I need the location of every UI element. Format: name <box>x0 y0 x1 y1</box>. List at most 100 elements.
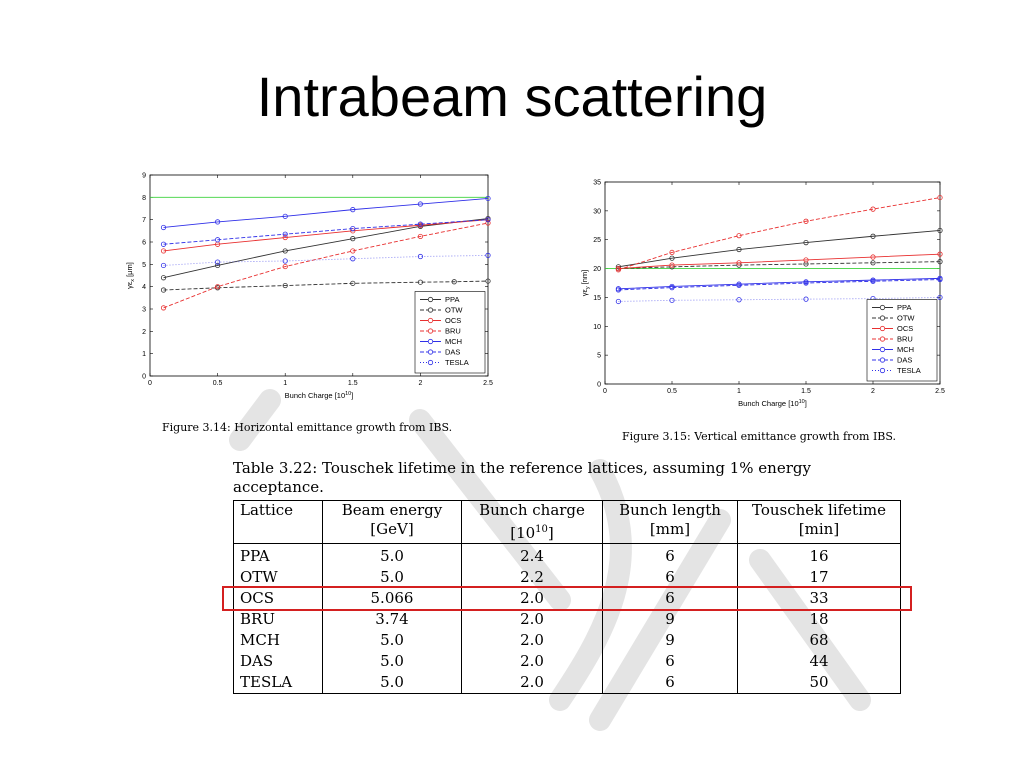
chart0-ytick-label: 1 <box>142 351 146 358</box>
chart0-y-axis-label-unit: [μm] <box>125 262 134 279</box>
chart0-data-point <box>485 195 491 202</box>
header-bunch-charge-exponent: 10 <box>535 524 548 535</box>
table-cell: DAS <box>240 652 274 670</box>
chart1-data-point <box>870 206 876 212</box>
header-bunch-length: Bunch length [mm] <box>602 500 738 544</box>
chart0-series-line-otw <box>163 280 489 291</box>
chart1-series-line-mch <box>618 277 941 290</box>
table-row: MCH 5.0 2.0 9 68 <box>234 630 901 651</box>
chart0-series-line-mch <box>163 198 489 228</box>
table-cell: 6 <box>602 588 738 609</box>
chart0-ytick-label: 5 <box>142 262 146 269</box>
chart1-data-point <box>803 218 809 224</box>
chart1-data-point <box>870 260 876 266</box>
touschek-lifetime-table: Lattice Beam energy [GeV] Bunch charge [10… <box>233 500 901 694</box>
chart1-x-axis-label-exponent: 10 <box>799 399 805 405</box>
chart0-legend-marker <box>427 349 434 355</box>
chart1-x-axis-label-end: ] <box>805 399 807 408</box>
chart1-data-point <box>937 276 943 283</box>
table-caption: Table 3.22: Touschek lifetime in the ref… <box>233 459 811 496</box>
table-cell: 2.0 <box>461 609 603 630</box>
chart0-legend-marker <box>427 328 434 334</box>
table-cell: 5.0 <box>322 630 462 651</box>
chart0-data-point <box>350 236 356 242</box>
header-touschek-lifetime: Touschek lifetime [min] <box>737 500 901 544</box>
figure-caption-vertical: Figure 3.15: Vertical emittance growth f… <box>622 430 897 443</box>
chart1-ytick-label: 25 <box>593 237 601 244</box>
chart0-y-axis-label-text: γε <box>125 281 134 289</box>
table-row: OTW 5.0 2.2 6 17 <box>234 567 901 588</box>
table-cell: 9 <box>602 609 738 630</box>
table-cell: MCH <box>240 631 280 649</box>
table-cell: 2.0 <box>461 630 603 651</box>
chart1-x-axis-label-text: Bunch Charge [10 <box>738 399 798 408</box>
chart1-legend-label: BRU <box>897 335 913 344</box>
chart1-xtick-label: 2.5 <box>935 388 945 395</box>
header-beam-energy-label: Beam energy <box>341 501 443 519</box>
chart0-legend-label: TESLA <box>445 358 469 367</box>
chart0-data-point <box>350 280 356 286</box>
chart1-data-point <box>736 282 742 288</box>
chart1-legend <box>866 299 938 382</box>
table-cell: PPA <box>240 547 270 565</box>
chart0-data-point <box>485 278 491 284</box>
chart1-legend-marker <box>879 325 886 332</box>
table-cell: 5.0 <box>322 567 462 588</box>
table-cell: 6 <box>602 672 738 694</box>
chart0-data-point <box>282 248 288 254</box>
chart0-legend-marker <box>427 338 434 345</box>
chart1-data-point <box>669 297 675 303</box>
table-cell: 3.74 <box>322 609 462 630</box>
chart0-data-point <box>282 213 288 219</box>
chart0-series-line-ocs <box>163 219 489 252</box>
chart1-xtick-label: 0 <box>603 388 607 395</box>
slide-title: Intrabeam scattering <box>256 65 768 128</box>
chart1-data-point <box>736 233 742 239</box>
chart0-y-axis-label-subscript: x <box>130 279 136 282</box>
chart1-data-point <box>669 285 675 291</box>
chart0-x-axis-label-text: Bunch Charge [10 <box>285 391 345 400</box>
chart1-data-point <box>669 249 675 256</box>
chart0-series-line-bru <box>163 222 489 309</box>
chart1-y-axis-label-text: γε <box>580 289 589 297</box>
header-touschek-lifetime-unit: [min] <box>798 520 840 538</box>
chart0-ytick-label: 0 <box>142 374 146 381</box>
chart1-legend-label: PPA <box>897 303 911 312</box>
chart0-data-point <box>350 256 356 262</box>
table-row: PPA 5.0 2.4 6 16 <box>234 543 901 567</box>
chart0-ytick-label: 6 <box>142 240 146 247</box>
chart1-ytick-label: 0 <box>597 382 601 389</box>
chart1-legend-label: DAS <box>897 356 912 365</box>
header-bunch-charge: Bunch charge [1010] <box>461 500 603 544</box>
chart0-data-point <box>215 219 221 225</box>
chart1-legend-label: OTW <box>897 314 915 323</box>
chart0-data-point <box>215 237 221 243</box>
chart0-xtick-label: 1.5 <box>348 380 358 387</box>
chart1-data-point <box>937 259 943 265</box>
chart0-data-point <box>282 234 288 241</box>
table-cell: 2.0 <box>461 588 603 609</box>
chart1-legend-marker <box>879 315 886 321</box>
table-header-row: Lattice Beam energy [GeV] Bunch charge [10… <box>233 500 901 544</box>
table-cell: 6 <box>602 543 738 567</box>
chart1-data-point <box>615 264 622 270</box>
table-cell: 2.4 <box>461 543 603 567</box>
chart1-data-point <box>870 278 876 284</box>
chart0-data-point <box>282 282 288 289</box>
chart1-data-point <box>803 296 809 302</box>
header-bunch-charge-unit-end: ] <box>547 524 554 542</box>
chart0-data-point <box>417 201 423 207</box>
table-row: OCS 5.066 2.0 6 33 <box>234 588 901 609</box>
chart1-data-point <box>937 251 943 257</box>
chart0-ytick-label: 2 <box>142 329 146 336</box>
chart0-data-point <box>160 224 167 231</box>
table-cell: 68 <box>737 630 901 651</box>
chart1-ytick-label: 30 <box>593 208 601 215</box>
table-cell: 5.0 <box>322 543 462 567</box>
chart0-xtick-label: 0.5 <box>213 380 223 387</box>
chart1-series-line-ocs <box>618 253 941 270</box>
chart0-series-line-ppa <box>163 218 489 279</box>
table-cell: 5.0 <box>322 651 462 672</box>
chart0-xtick-label: 2 <box>418 380 422 387</box>
chart0-legend-label: MCH <box>445 337 462 346</box>
